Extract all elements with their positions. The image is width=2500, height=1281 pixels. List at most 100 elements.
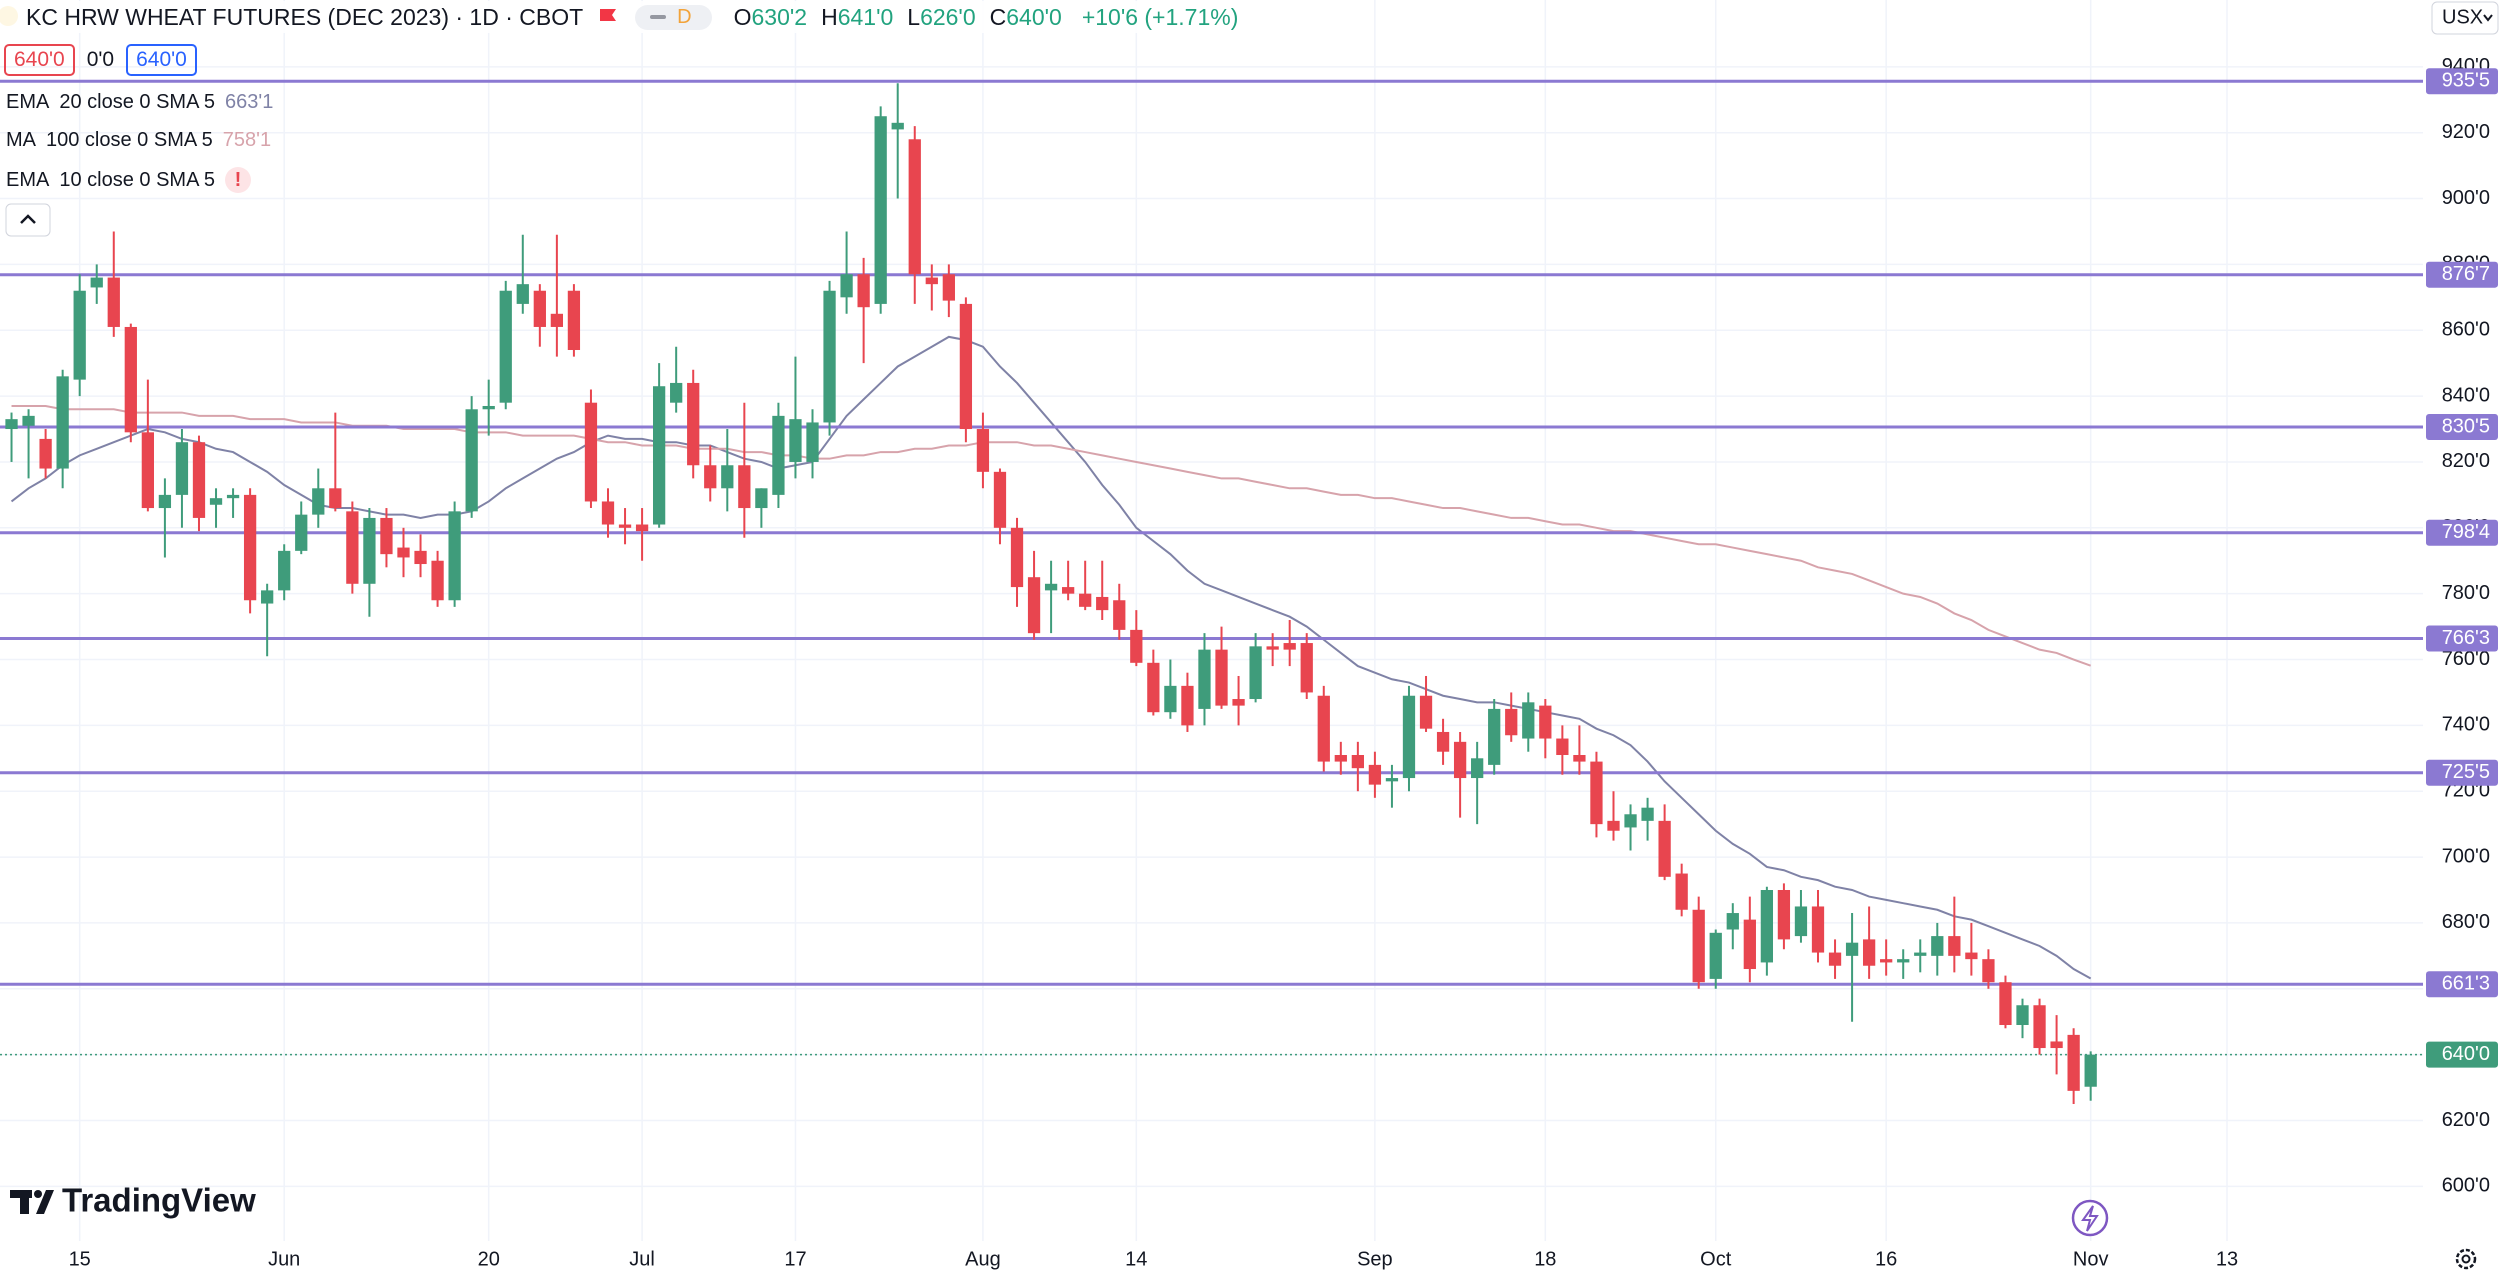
collapse-chevron[interactable]	[20, 214, 36, 224]
levels-layer	[0, 79, 2423, 1056]
x-tick-label: Aug	[965, 1248, 1001, 1270]
candle-body	[1828, 952, 1842, 966]
candle-body	[1624, 814, 1637, 828]
candle-body	[925, 277, 938, 285]
candle-body	[567, 290, 581, 351]
candle-body	[1317, 695, 1330, 762]
ohlc: O630'2 H641'0 L626'0 C640'0	[734, 4, 1076, 31]
candle-body	[499, 290, 512, 403]
interval-badge: D	[677, 5, 692, 28]
flag-icon[interactable]	[597, 6, 619, 28]
candle-body	[1113, 600, 1126, 630]
candle-body	[243, 494, 257, 601]
level-label: 798'4	[2442, 521, 2490, 543]
buy-price[interactable]: 640'0	[126, 44, 197, 76]
logo-slash	[36, 1190, 54, 1214]
candle-body	[1658, 820, 1671, 877]
candle-body	[2050, 1041, 2063, 1049]
interval-pill[interactable]: D	[635, 4, 712, 30]
candle-body	[1641, 807, 1654, 821]
candle-body	[1130, 629, 1143, 663]
chevron[interactable]	[2483, 14, 2493, 22]
currency-box[interactable]	[2431, 1, 2499, 35]
candle-body	[107, 277, 120, 327]
candle-body	[1845, 942, 1859, 956]
indicator-value: 758'1	[222, 129, 272, 151]
y-tick-label: 620'0	[2442, 1109, 2490, 1131]
candle-body	[22, 415, 35, 426]
candle-body	[1419, 695, 1433, 729]
replay-button[interactable]	[2071, 1199, 2109, 1237]
candle-body	[687, 382, 700, 466]
candle-body	[1914, 952, 1927, 956]
gear-hub[interactable]	[2461, 1254, 2471, 1264]
level-label: 725'5	[2442, 761, 2490, 783]
candle-body	[2033, 1005, 2046, 1049]
flag[interactable]	[600, 9, 617, 21]
indicator-name: MA	[6, 129, 36, 151]
candle-body	[1811, 906, 1825, 953]
spread: 0'0	[86, 48, 115, 71]
candle-body	[755, 488, 768, 509]
candle-body	[1147, 662, 1160, 713]
level-label: 876'7	[2442, 263, 2490, 285]
indicator-params: 100 close 0 SMA 5	[46, 129, 213, 151]
change: +10'6 (+1.71%)	[1081, 3, 1239, 30]
currency-button[interactable]: USX	[2431, 1, 2499, 35]
candle-body	[1010, 527, 1024, 588]
collapse-box[interactable]	[5, 203, 51, 237]
ohlc-value: 640'0	[1006, 3, 1062, 30]
candle-body	[346, 511, 359, 584]
candle-body	[2084, 1054, 2097, 1087]
candle-body	[959, 303, 973, 430]
candle-body	[840, 274, 853, 298]
x-tick-label: 14	[1125, 1248, 1147, 1270]
y-tick-label: 680'0	[2442, 911, 2490, 933]
candle-body	[141, 432, 154, 509]
candle-body	[1556, 738, 1569, 756]
sell-price[interactable]: 640'0	[4, 44, 75, 76]
candle-body	[124, 326, 137, 433]
candle-body	[226, 494, 240, 499]
indicator-name: EMA	[6, 169, 50, 191]
candle-body	[738, 465, 751, 509]
candle-body	[482, 405, 495, 410]
candle-body	[1794, 906, 1808, 937]
candle-body	[857, 274, 870, 308]
candle-body	[1198, 649, 1211, 709]
indicator-line	[10, 335, 2092, 980]
level-label: 830'5	[2442, 415, 2490, 437]
candle-body	[1505, 708, 1518, 736]
candle-body	[789, 419, 802, 462]
candle-body	[1931, 936, 1944, 956]
x-tick-label: Jun	[268, 1248, 300, 1270]
collapse-button[interactable]	[5, 203, 51, 237]
currency-label[interactable]: USX	[2442, 6, 2483, 28]
candle-body	[1692, 909, 1705, 983]
candle-body	[158, 494, 172, 509]
candle-body	[1079, 593, 1092, 607]
candle-body	[1982, 959, 1995, 983]
settings-button[interactable]	[2455, 1248, 2477, 1270]
lightning-icon[interactable]	[2081, 1205, 2099, 1232]
x-tick-label: Nov	[2073, 1248, 2109, 1270]
candle-body	[908, 139, 921, 275]
candle-body	[1760, 890, 1774, 963]
y-tick-label: 700'0	[2442, 845, 2490, 867]
replay-circle[interactable]	[2071, 1199, 2109, 1237]
candle-body	[704, 465, 717, 489]
candle-body	[584, 402, 598, 502]
y-tick-label: 840'0	[2442, 384, 2490, 406]
candle-body	[1880, 959, 1893, 963]
candle-body	[1965, 952, 1978, 960]
candle-body	[1044, 583, 1058, 591]
candle-body	[56, 376, 69, 469]
logo-text: TradingView	[62, 1182, 256, 1219]
candle-body	[1096, 596, 1109, 611]
candle-body	[823, 290, 836, 423]
candle-body	[1709, 932, 1722, 979]
gear-icon[interactable]	[2455, 1248, 2477, 1270]
x-tick-label: 16	[1875, 1248, 1897, 1270]
